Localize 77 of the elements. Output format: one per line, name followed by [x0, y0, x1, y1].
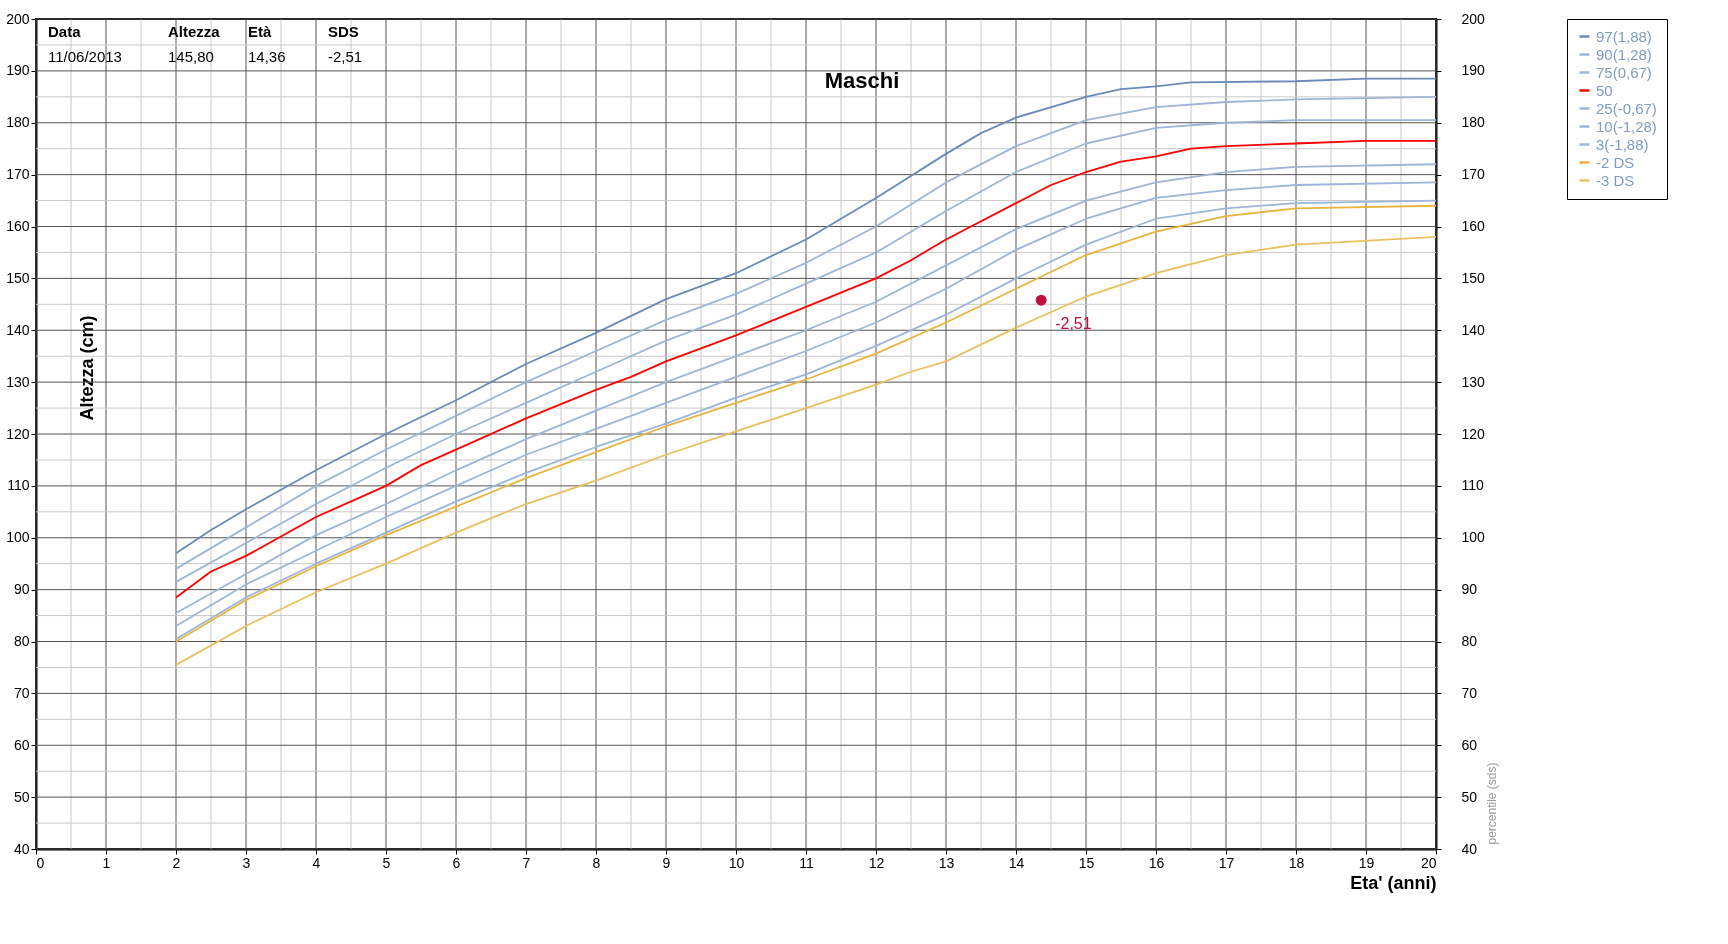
text: Maschi: [824, 68, 900, 94]
y-tick-label: 60: [13, 736, 30, 753]
y-tick-label: 130: [6, 373, 30, 390]
y-tick-label: 150: [6, 269, 30, 286]
x-tick-label: 15: [1078, 854, 1095, 871]
y2-tick-label: 200: [1461, 10, 1486, 27]
y2-axis-title: percentile (sds): [1484, 762, 1499, 845]
y-tick-label: 120: [6, 425, 30, 442]
y2-tick-label: 150: [1461, 269, 1486, 286]
legend-label: 75(0,67): [1596, 63, 1652, 81]
y-tick-label: 180: [6, 114, 30, 131]
x-tick-label: 4: [312, 854, 321, 871]
x-tick-label: 6: [452, 854, 461, 871]
y2-tick-label: 130: [1461, 373, 1486, 390]
annotation: -2,51: [328, 47, 363, 65]
x-tick-label: 19: [1358, 854, 1375, 871]
y2-tick-label: 40: [1461, 840, 1478, 857]
y2-tick-label: 50: [1461, 788, 1478, 805]
y-tick-label: 140: [6, 321, 30, 338]
y2-tick-label: 190: [1461, 62, 1486, 79]
x-tick-label: 1: [102, 854, 111, 871]
x-tick-label: 17: [1218, 854, 1235, 871]
y2-tick-label: 180: [1461, 114, 1486, 131]
x-tick-label: 3: [242, 854, 251, 871]
annotation: -2,51: [1055, 315, 1092, 333]
y-tick-label: 70: [13, 684, 30, 701]
y2-tick-label: 140: [1461, 321, 1486, 338]
legend-label: 10(-1,28): [1596, 117, 1657, 135]
x-tick-label: 0: [36, 854, 45, 871]
legend-label: 97(1,88): [1596, 27, 1652, 45]
x-tick-label: 7: [522, 854, 531, 871]
x-axis-title: Eta' (anni): [1350, 872, 1437, 893]
annotation: Altezza: [168, 22, 221, 40]
annotation: SDS: [328, 22, 359, 40]
x-tick-label: 12: [868, 854, 885, 871]
legend-label: -3 DS: [1596, 171, 1635, 189]
x-tick-label: 14: [1008, 854, 1025, 871]
y-tick-label: 80: [13, 633, 30, 649]
annotation: 14,36: [248, 47, 286, 65]
y2-tick-label: 70: [1461, 684, 1478, 701]
annotation: 11/06/2013: [48, 47, 122, 65]
x-tick-label: 2: [172, 854, 181, 871]
x-tick-label: 11: [799, 854, 814, 871]
x-tick-label: 5: [382, 854, 391, 871]
x-tick-label: 10: [728, 854, 745, 871]
y2-tick-label: 110: [1461, 477, 1485, 494]
annotation: Età: [248, 22, 272, 40]
y2-tick-label: 170: [1461, 166, 1486, 183]
y2-tick-label: 60: [1461, 736, 1478, 753]
legend-label: 50: [1596, 81, 1613, 99]
y2-tick-label: 100: [1461, 529, 1486, 546]
x-tick-label: 20: [1420, 854, 1437, 871]
annotation: 145,80: [168, 47, 214, 65]
y-tick-label: 90: [13, 581, 30, 598]
y-tick-label: 190: [6, 62, 30, 79]
x-tick-label: 18: [1288, 854, 1305, 871]
x-tick-label: 9: [662, 854, 671, 871]
y2-tick-label: 120: [1461, 425, 1486, 442]
legend-label: 90(1,28): [1596, 45, 1652, 63]
y2-tick-label: 160: [1461, 218, 1486, 234]
y-tick-label: 40: [13, 840, 30, 857]
x-tick-label: 8: [592, 854, 601, 871]
y-tick-label: 50: [13, 788, 30, 805]
legend-label: -2 DS: [1596, 153, 1635, 171]
y-tick-label: 170: [6, 166, 30, 183]
x-tick-label: 13: [938, 854, 955, 871]
legend-label: 3(-1,88): [1596, 135, 1649, 153]
y-tick-label: 160: [6, 218, 30, 234]
y2-tick-label: 80: [1461, 633, 1478, 649]
y-tick-label: 100: [6, 529, 30, 546]
legend-label: 25(-0,67): [1596, 99, 1657, 117]
annotation: Data: [48, 22, 82, 40]
x-tick-label: 16: [1148, 854, 1165, 871]
y-tick-label: 200: [6, 10, 30, 27]
y2-tick-label: 90: [1461, 581, 1478, 598]
y-tick-label: 110: [7, 477, 30, 494]
y-axis-title: Altezza (cm): [76, 315, 97, 421]
